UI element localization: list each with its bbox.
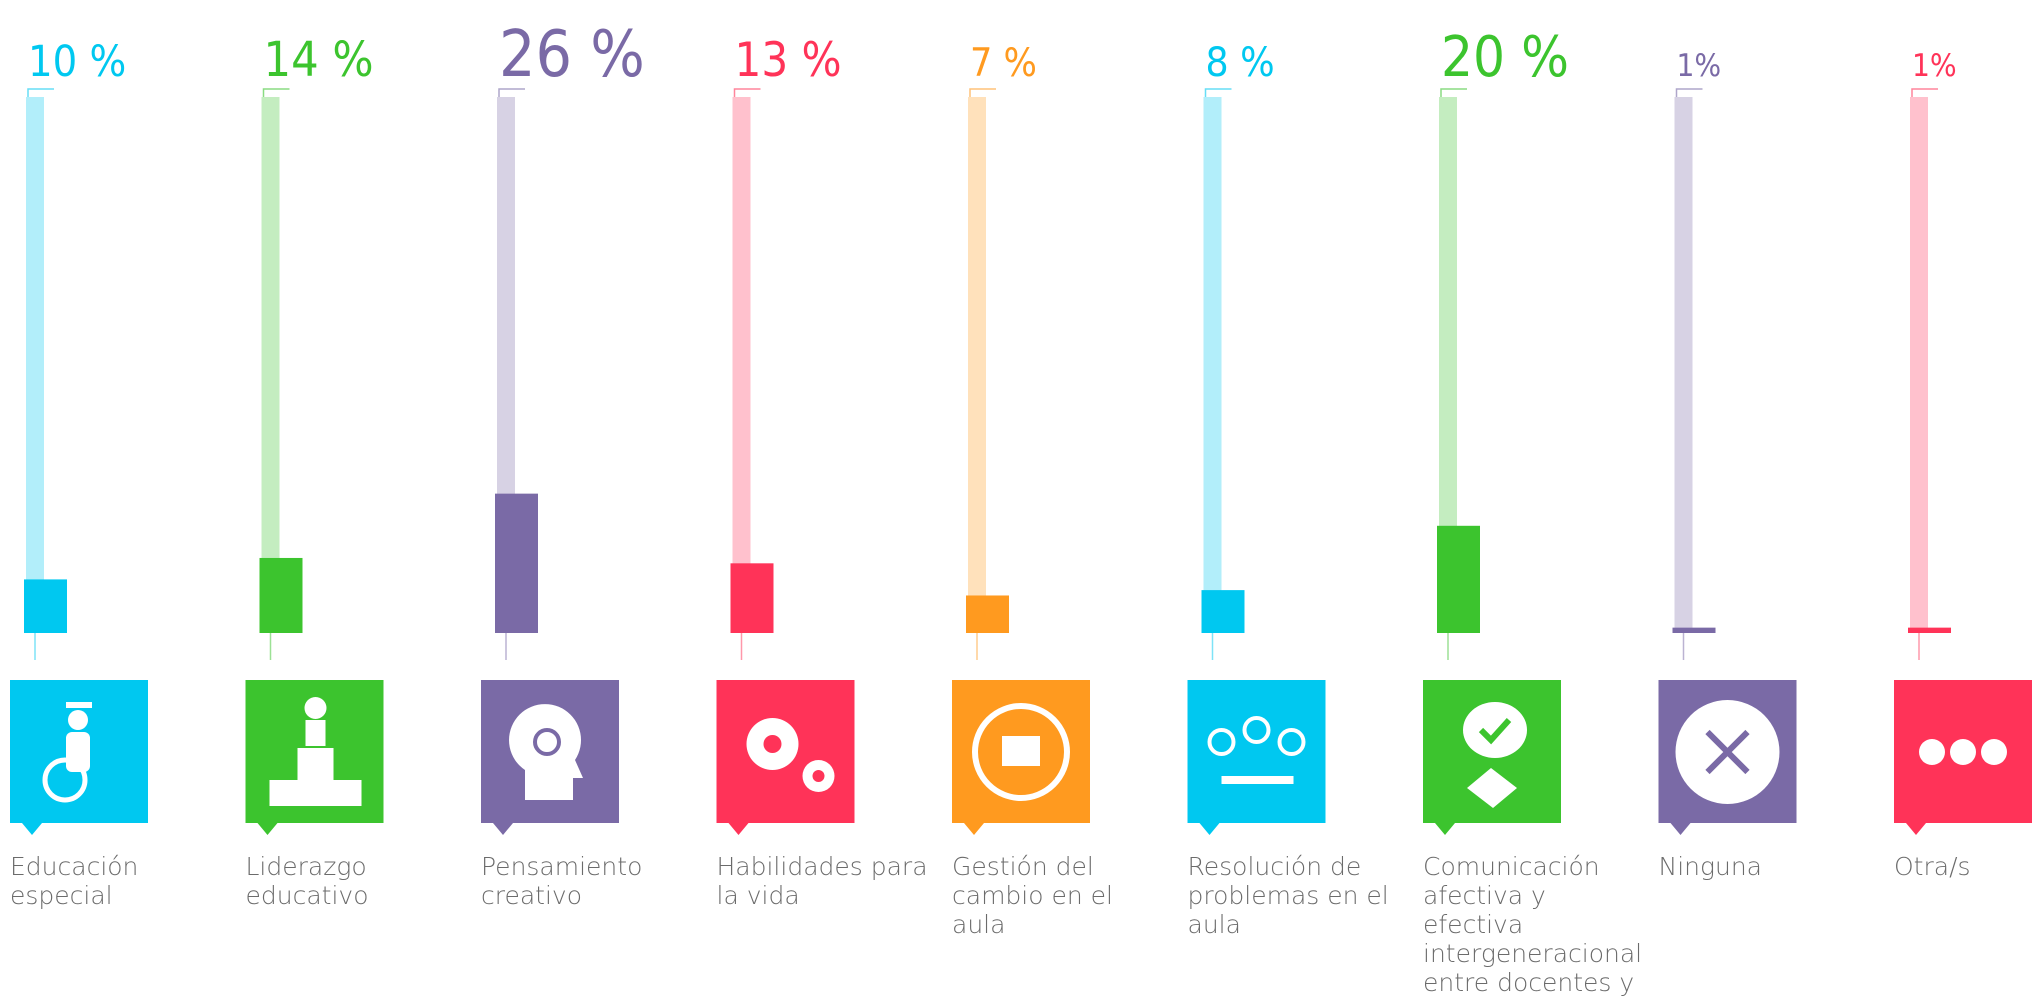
- icon-part: [68, 710, 88, 730]
- bar: [495, 493, 538, 633]
- icon-part: [1467, 768, 1517, 808]
- icon-part: [269, 780, 362, 806]
- icon-part: [1705, 729, 1750, 775]
- icon-part: [304, 697, 327, 719]
- category-label: Liderazgo educativo: [245, 852, 369, 910]
- category-label: Educación especial: [10, 852, 139, 910]
- icon-part: [42, 757, 88, 803]
- value-label: 10 %: [28, 37, 126, 87]
- icon-pointer: [728, 823, 749, 835]
- label-bracket: [1911, 88, 1938, 97]
- icon-pointer: [493, 823, 513, 835]
- value-label: 1%: [1912, 48, 1957, 84]
- category-label: Ninguna: [1658, 852, 1763, 881]
- bar: [966, 595, 1009, 633]
- bar: [1437, 525, 1480, 633]
- icon-part: [1950, 739, 1976, 765]
- track: [1439, 97, 1457, 633]
- value-label: 20 %: [1441, 25, 1569, 90]
- label-bracket: [1204, 88, 1232, 97]
- icon-part: [533, 728, 561, 756]
- category-label: Gestión del cambio en el aula: [952, 852, 1113, 939]
- category-label: Pensamiento creativo: [481, 852, 643, 910]
- track: [732, 97, 751, 633]
- value-label: 26 %: [499, 18, 645, 92]
- icon-part: [972, 703, 1070, 801]
- bar: [730, 563, 774, 633]
- icon-part: [297, 748, 334, 782]
- icon-part: [1463, 702, 1527, 758]
- icon-part: [1002, 736, 1040, 766]
- icon-pointer: [1670, 823, 1691, 835]
- value-label: 13 %: [735, 33, 842, 88]
- bar: [1201, 590, 1245, 633]
- label-bracket: [969, 88, 996, 97]
- label-bracket: [27, 88, 54, 97]
- bar: [24, 579, 67, 633]
- label-bracket: [1675, 88, 1703, 97]
- track: [26, 97, 44, 633]
- icon-pointer: [964, 823, 984, 835]
- track: [1203, 97, 1222, 633]
- icon-pointer: [1435, 823, 1455, 835]
- category-label: Habilidades para la vida: [716, 852, 928, 910]
- bar: [259, 557, 303, 633]
- track: [968, 97, 986, 633]
- icon-part: [1981, 739, 2007, 765]
- track: [261, 97, 280, 633]
- icon-part: [1242, 716, 1271, 744]
- icon-part: [763, 735, 782, 753]
- icon-pointer: [22, 823, 42, 835]
- category-label: Resolución de problemas en el aula: [1187, 852, 1389, 939]
- value-label: 14 %: [264, 32, 374, 88]
- icon-part: [1478, 717, 1512, 745]
- category-label: Comunicación afectiva y efectiva interge…: [1423, 852, 1643, 998]
- icon-part: [66, 702, 92, 708]
- label-bracket: [733, 88, 761, 97]
- icon-part: [1277, 728, 1306, 756]
- icon-part: [66, 732, 90, 772]
- bar: [1908, 627, 1951, 633]
- icon-pointer: [1906, 823, 1926, 835]
- category-label: Otra/s: [1894, 852, 1971, 881]
- value-label: 7 %: [970, 41, 1037, 86]
- value-label: 1%: [1677, 48, 1722, 84]
- value-label: 8 %: [1206, 38, 1275, 86]
- icon-part: [1221, 776, 1294, 784]
- label-bracket: [498, 88, 525, 97]
- label-bracket: [262, 88, 290, 97]
- bar: [1672, 627, 1716, 633]
- label-bracket: [1440, 88, 1467, 97]
- icon-part: [1207, 728, 1236, 756]
- icon-part: [812, 770, 825, 782]
- icon-pointer: [1199, 823, 1220, 835]
- icon-part: [305, 720, 326, 746]
- icon-part: [1919, 739, 1945, 765]
- track: [1674, 97, 1693, 633]
- icon-pointer: [257, 823, 278, 835]
- track: [1910, 97, 1928, 633]
- icon-box: [1187, 680, 1326, 823]
